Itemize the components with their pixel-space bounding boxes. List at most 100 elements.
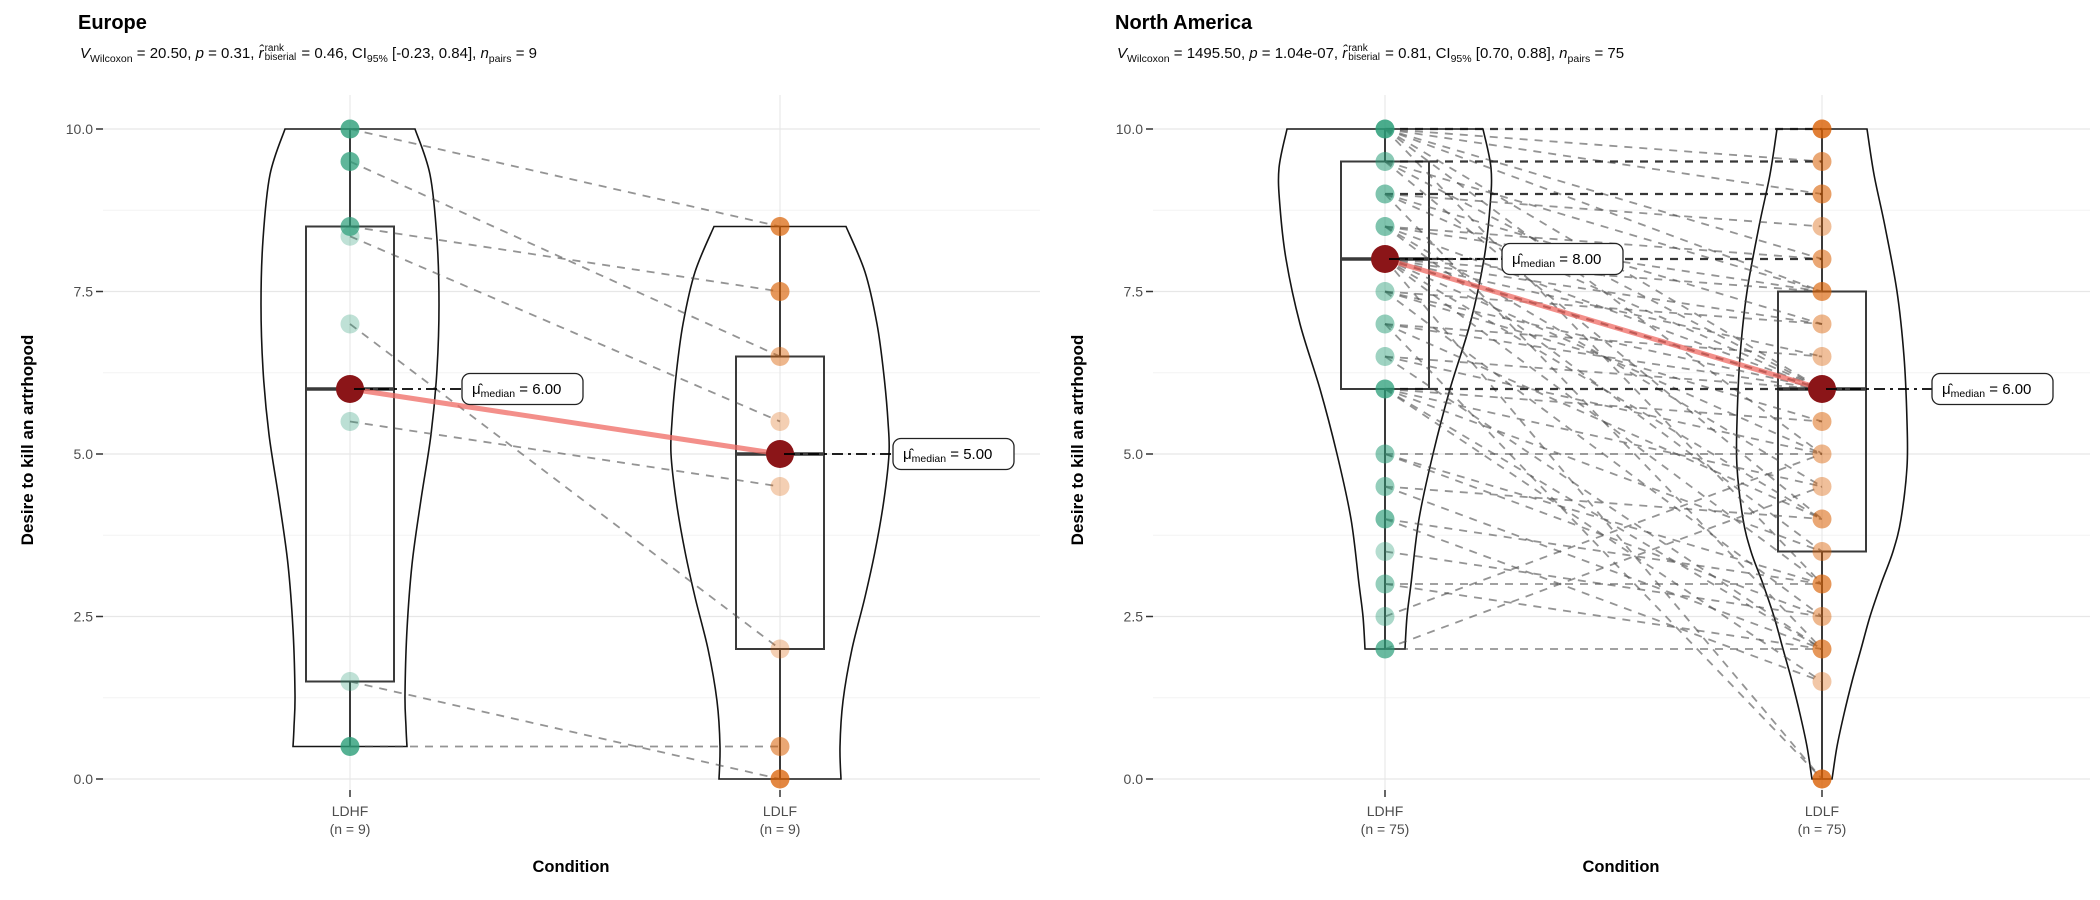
y-tick-label: 7.5 <box>74 284 94 300</box>
pair-line <box>1384 193 1823 390</box>
y-axis-title-left: Desire to kill an artrhopod <box>18 334 37 546</box>
median-label: μ̂median = 6.00 <box>472 381 561 400</box>
pair-line <box>1384 388 1823 553</box>
data-point <box>1375 639 1395 659</box>
median-label: μ̂median = 6.00 <box>1942 381 2031 400</box>
stat-text-segment: = 9 <box>511 45 537 62</box>
data-point <box>1375 542 1395 561</box>
data-point <box>1375 347 1395 366</box>
data-point <box>770 737 790 756</box>
data-point <box>770 217 790 236</box>
median-label-box <box>461 372 584 406</box>
pair-line <box>1384 323 1823 358</box>
stat-text-segment: = 0.81, CI <box>1380 45 1451 62</box>
data-point <box>1812 249 1832 269</box>
data-point <box>1375 152 1395 171</box>
median-label: μ̂median = 8.00 <box>1512 251 1601 270</box>
data-point <box>340 412 360 431</box>
pair-line <box>1384 128 1823 260</box>
pair-line <box>349 235 781 423</box>
data-point <box>770 639 790 659</box>
data-point <box>1812 282 1832 301</box>
y-tick-label: 5.0 <box>1124 446 1144 462</box>
y-tick-label: 5.0 <box>74 446 94 462</box>
stat-text-segment: pairs <box>1567 53 1591 65</box>
data-point <box>1375 119 1395 139</box>
median-label: μ̂median = 5.00 <box>903 446 992 465</box>
data-point <box>770 769 790 789</box>
pair-line <box>1384 225 1823 390</box>
data-point <box>1375 444 1395 464</box>
data-point <box>1812 184 1832 204</box>
data-point <box>340 152 360 171</box>
stat-text-segment: Wilcoxon <box>90 53 133 65</box>
median-point <box>1371 245 1399 273</box>
data-point <box>1375 217 1395 236</box>
median-label-box <box>1501 242 1624 276</box>
stat-text-segment: pairs <box>488 53 512 65</box>
pair-line <box>1384 160 1823 520</box>
y-tick-label: 2.5 <box>74 609 94 625</box>
pair-line <box>1384 388 1823 683</box>
y-tick-label: 10.0 <box>1116 121 1143 137</box>
data-point <box>340 737 360 756</box>
median-pair-line <box>347 386 783 457</box>
y-tick-label: 7.5 <box>1124 284 1144 300</box>
x-axis-title: Condition <box>533 858 610 876</box>
pair-line <box>1384 453 1823 618</box>
data-point <box>1375 314 1395 334</box>
pair-line <box>1384 453 1823 618</box>
data-point <box>1812 607 1832 626</box>
pair-line <box>1384 160 1823 293</box>
pair-line <box>349 420 781 488</box>
violin-outline <box>1735 128 1909 780</box>
pair-line <box>1384 355 1823 390</box>
data-point <box>770 412 790 431</box>
pair-line <box>1384 323 1823 520</box>
data-point <box>1375 574 1395 594</box>
stat-text-segment: = 0.46, CI <box>297 45 367 62</box>
pair-line <box>349 680 781 780</box>
stat-text-segment: V <box>80 45 91 62</box>
stat-text-segment: = 20.50, <box>132 45 196 62</box>
stat-rank-biserial-stack: rank biserial <box>1348 43 1380 63</box>
data-point <box>1812 672 1832 691</box>
y-tick-label: 10.0 <box>66 121 93 137</box>
x-tick-label: LDHF (n = 75) <box>1361 803 1410 837</box>
data-point <box>1812 477 1832 496</box>
stat-text-segment: [0.70, 0.88], <box>1471 45 1560 62</box>
pair-line <box>1384 225 1823 488</box>
data-point <box>1812 639 1832 659</box>
stat-text-segment: r̂ <box>258 45 264 62</box>
data-point <box>1812 347 1832 366</box>
median-label-box <box>1931 372 2054 406</box>
stat-text-segment: V <box>1117 45 1128 62</box>
stat-text-segment: p <box>1249 45 1258 62</box>
data-point <box>340 672 360 691</box>
data-point <box>1812 444 1832 464</box>
violin-outline <box>669 225 891 780</box>
stat-text-segment: 95% <box>1450 53 1472 65</box>
pair-line <box>1384 258 1823 455</box>
median-point <box>1808 375 1836 403</box>
y-tick-label: 2.5 <box>1124 609 1144 625</box>
data-point <box>1812 152 1832 171</box>
stat-text-segment: p <box>195 45 204 62</box>
pair-line <box>349 225 781 293</box>
y-tick-label: 0.0 <box>74 771 94 787</box>
stat-text-segment: = 1.04e-07, <box>1257 45 1343 62</box>
data-point <box>1812 509 1832 529</box>
data-point <box>1812 542 1832 561</box>
pair-line <box>1384 323 1823 780</box>
x-axis-title: Condition <box>1583 858 1660 876</box>
median-pair-line <box>1382 256 1825 392</box>
pair-line <box>1384 485 1823 650</box>
pair-line <box>349 160 781 358</box>
data-point <box>1375 509 1395 529</box>
data-point <box>1812 217 1832 236</box>
x-tick-label: LDHF (n = 9) <box>330 803 371 837</box>
pair-line <box>1384 128 1823 163</box>
pair-line <box>1384 290 1823 325</box>
